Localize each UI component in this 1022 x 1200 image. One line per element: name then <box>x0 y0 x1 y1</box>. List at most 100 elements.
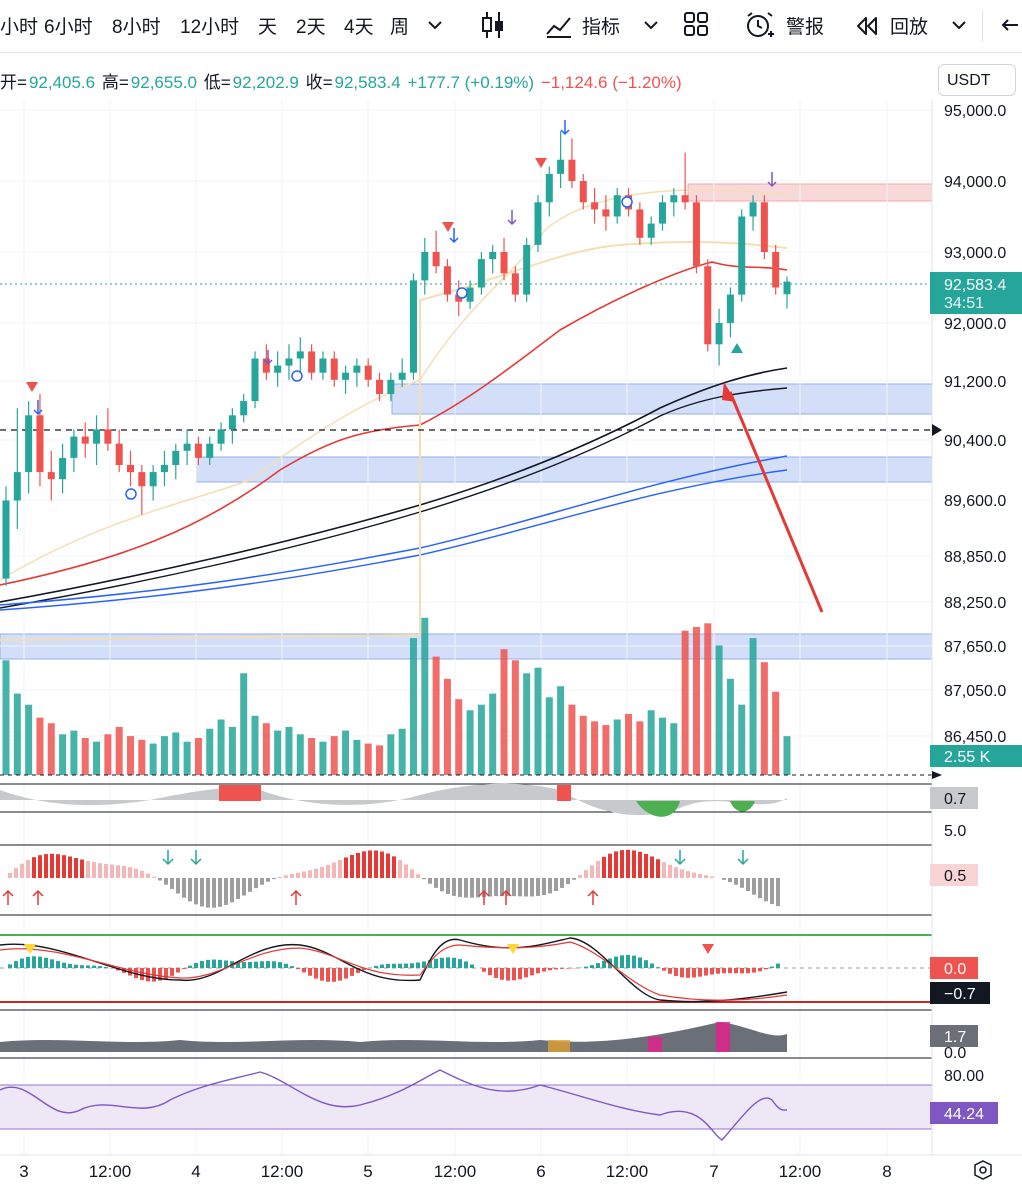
candle-body <box>613 195 621 217</box>
volume-bar <box>296 734 304 775</box>
time-axis-background <box>0 1155 1022 1200</box>
oscillator-2-bar <box>758 878 762 899</box>
macd-histogram-bar <box>746 968 750 974</box>
chevron-down-icon[interactable] <box>950 16 968 34</box>
price-axis-tick: 92,000.0 <box>944 316 1006 333</box>
oscillator-2-bar <box>554 878 558 892</box>
indicators-icon[interactable] <box>544 10 574 40</box>
macd-histogram-bar <box>98 966 102 968</box>
candle-body <box>783 281 791 295</box>
oscillator-2-bar <box>620 850 624 878</box>
layout-grid-icon[interactable] <box>682 10 710 38</box>
interval-12h-button[interactable]: 12小时 <box>180 17 240 38</box>
macd-histogram-bar <box>392 963 396 968</box>
down-arrow-signal <box>162 850 174 866</box>
chart-canvas[interactable]: 95,000.0 94,000.0 93,000.0 92,000.0 91,200.0… <box>0 52 1022 1200</box>
macd-histogram-bar <box>326 968 330 982</box>
interval-1h-button[interactable]: 小时 <box>0 17 39 38</box>
volume-bar <box>47 723 55 775</box>
macd-histogram-bar <box>416 962 420 968</box>
volume-bar <box>274 730 282 775</box>
volume-bar <box>670 723 678 775</box>
oscillator-2-bar <box>284 875 288 878</box>
oscillator-2-bar <box>770 878 774 905</box>
oscillator-2-bar <box>650 856 654 878</box>
oscillator-2-bar <box>602 856 606 878</box>
alert-button[interactable]: 警报 <box>786 17 825 38</box>
pivot-circle-marker <box>291 370 303 382</box>
macd-marker <box>507 944 519 954</box>
price-axis-tick: 93,000.0 <box>944 245 1006 262</box>
oscillator-2-bar <box>614 851 618 878</box>
oscillator-2-bar <box>86 860 90 878</box>
macd-histogram-bar <box>680 968 684 978</box>
up-arrow-signal <box>2 889 14 905</box>
settings-icon[interactable] <box>974 1160 992 1180</box>
oscillator-2-bar <box>548 878 552 894</box>
interval-8h-button[interactable]: 8小时 <box>112 17 161 38</box>
volume-bar <box>376 745 384 775</box>
volume-bar <box>749 638 757 775</box>
time-axis-tick: 4 <box>191 1162 200 1181</box>
macd-histogram-bar <box>494 968 498 978</box>
alarm-clock-icon[interactable] <box>744 10 776 42</box>
macd-histogram-bar <box>182 968 186 969</box>
interval-4d-button[interactable]: 4天 <box>344 17 374 38</box>
indicators-button[interactable]: 指标 <box>582 17 621 38</box>
macd-histogram-bar <box>590 965 594 968</box>
macd-histogram-bar <box>62 962 66 968</box>
replay-button[interactable]: 回放 <box>890 17 929 38</box>
oscillator-2-bar <box>176 878 180 894</box>
interval-6h-button[interactable]: 6小时 <box>44 17 93 38</box>
oscillator-2-bar <box>692 872 696 878</box>
oscillator-2-bar <box>152 876 156 878</box>
oscillator-1-red-block <box>219 785 261 801</box>
macd-histogram-bar <box>560 968 564 969</box>
oscillator-2-bar <box>584 870 588 878</box>
macd-histogram-bar <box>32 956 36 968</box>
oscillator-2-bar <box>362 851 366 878</box>
macd-histogram-bar <box>290 966 294 968</box>
rsi-level-label: 80.00 <box>944 1068 984 1085</box>
oscillator-2-bar <box>638 851 642 878</box>
oscillator-2-bar <box>392 856 396 878</box>
undo-icon[interactable] <box>1000 14 1022 38</box>
interval-2d-button[interactable]: 2天 <box>296 17 326 38</box>
oscillator-2-bar <box>386 853 390 878</box>
ohlc-legend: 开= 92,405.6 高= 92,655.0 低= 92,202.9 收= 92,58… <box>0 68 684 93</box>
chevron-down-icon[interactable] <box>426 16 444 34</box>
oscillator-2-bar <box>428 878 432 884</box>
macd-histogram-bar <box>200 960 204 968</box>
oscillator-2-bar <box>224 878 228 905</box>
volume-bar <box>104 734 112 775</box>
interval-1w-button[interactable]: 周 <box>390 17 410 38</box>
oscillator-2-bar <box>752 878 756 895</box>
macd-histogram-bar <box>278 962 282 968</box>
macd-histogram-bar <box>698 968 702 977</box>
replay-icon[interactable] <box>854 14 880 38</box>
currency-selector[interactable]: USDT <box>938 64 1016 96</box>
up-arrow-signal <box>500 889 512 905</box>
macd-histogram-bar <box>266 961 270 968</box>
oscillator-2-bar <box>494 878 498 897</box>
candle-body <box>387 379 395 394</box>
macd-histogram-bar <box>686 968 690 978</box>
interval-1d-button[interactable]: 天 <box>258 17 278 38</box>
volume-bar <box>240 673 248 775</box>
candle-body <box>285 358 293 366</box>
oscillator-2-bar <box>368 850 372 878</box>
volume-bar <box>647 710 655 775</box>
pivot-circle-marker <box>621 196 633 208</box>
volume-bar <box>387 734 395 775</box>
oscillator-2-bar <box>14 868 18 878</box>
oscillator-2-bar <box>434 878 438 888</box>
candle-body <box>715 323 723 345</box>
macd-histogram-bar <box>542 968 546 972</box>
rsi-badge <box>930 1102 998 1124</box>
volume-bar <box>115 726 123 775</box>
macd-histogram-bar <box>8 964 12 968</box>
candle-body <box>681 195 689 203</box>
candlestick-type-icon[interactable] <box>480 10 506 40</box>
macd-histogram-bar <box>776 963 780 968</box>
chevron-down-icon[interactable] <box>642 16 660 34</box>
